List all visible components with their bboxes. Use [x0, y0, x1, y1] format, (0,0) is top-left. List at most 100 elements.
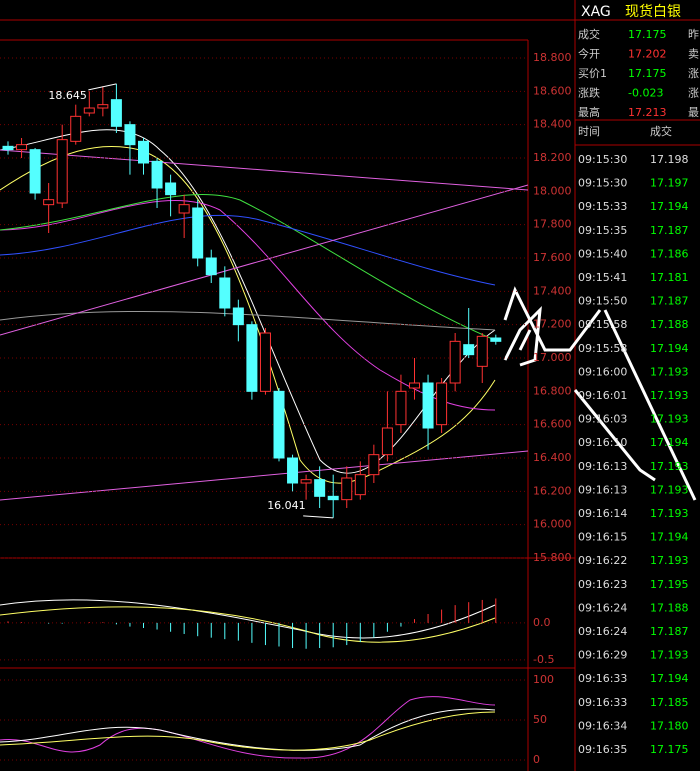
candle-body	[287, 457, 299, 484]
trade-price: 17.193	[650, 460, 689, 473]
trade-time: 09:16:01	[578, 389, 627, 402]
trade-time: 09:16:24	[578, 625, 627, 638]
quote-value: 17.175	[628, 28, 667, 41]
candle-body	[232, 307, 244, 326]
candle-body	[178, 204, 190, 214]
y-tick-label: -0.5	[533, 653, 554, 666]
trade-price: 17.193	[650, 389, 689, 402]
y-tick-label: 50	[533, 713, 547, 726]
trade-time: 09:16:33	[578, 696, 627, 709]
quote-extra: 卖	[688, 48, 699, 61]
instrument-name: 现货白银	[625, 3, 681, 20]
candle-body	[273, 390, 285, 459]
trade-time: 09:16:35	[578, 743, 627, 756]
quote-value: 17.202	[628, 48, 667, 61]
trade-price: 17.193	[650, 554, 689, 567]
y-tick-label: 16.400	[533, 451, 572, 464]
candle-body	[219, 277, 231, 309]
candle-body	[124, 124, 136, 146]
candle-body	[16, 144, 28, 151]
candle-body	[205, 257, 217, 276]
trade-time: 09:15:58	[578, 318, 627, 331]
trade-time: 09:15:40	[578, 247, 627, 260]
trade-time: 09:16:24	[578, 601, 627, 614]
candle-body	[70, 115, 82, 142]
quote-label: 成交	[578, 27, 600, 41]
trade-time: 09:16:14	[578, 507, 627, 520]
low-pointer	[303, 515, 334, 519]
trade-price: 17.198	[650, 153, 689, 166]
candle-body	[2, 145, 14, 151]
column-header: 成交	[650, 124, 672, 138]
candle-body	[246, 324, 258, 392]
quote-label: 最高	[578, 105, 600, 119]
candle-body	[56, 139, 68, 204]
quote-value: 17.213	[628, 106, 667, 119]
quote-extra: 涨	[688, 87, 699, 100]
trade-price: 17.193	[650, 649, 689, 662]
trade-price: 17.197	[650, 177, 689, 190]
candle-body	[381, 427, 393, 456]
trade-price: 17.194	[650, 342, 689, 355]
candle-body	[29, 149, 41, 194]
trade-time: 09:15:33	[578, 200, 627, 213]
trade-time: 09:15:30	[578, 153, 627, 166]
trade-price: 17.181	[650, 271, 689, 284]
quote-extra: 昨	[688, 28, 699, 41]
candle-body	[422, 382, 434, 429]
candle-body	[449, 340, 461, 384]
y-tick-label: 16.200	[533, 484, 572, 497]
trade-price: 17.193	[650, 483, 689, 496]
y-tick-label: 0	[533, 753, 540, 766]
y-tick-label: 16.600	[533, 418, 572, 431]
annotation-arrows	[503, 286, 697, 501]
trade-time: 09:16:33	[578, 672, 627, 685]
trade-price: 17.187	[650, 224, 689, 237]
trade-time: 09:16:00	[578, 365, 627, 378]
y-tick-label: 17.600	[533, 251, 572, 264]
trade-price: 17.186	[650, 247, 689, 260]
trade-price: 17.187	[650, 625, 689, 638]
y-tick-label: 16.800	[533, 384, 572, 397]
candle-body	[97, 104, 109, 109]
trade-price: 17.185	[650, 696, 689, 709]
candle-body	[409, 382, 420, 389]
candle-body	[395, 390, 407, 426]
trade-time: 09:16:23	[578, 578, 627, 591]
y-tick-label: 18.200	[533, 151, 572, 164]
candle-body	[83, 107, 95, 114]
trade-time: 09:16:13	[578, 460, 627, 473]
y-tick-label: 0.0	[533, 616, 551, 629]
y-tick-label: 18.800	[533, 51, 572, 64]
quote-label: 今开	[578, 47, 600, 61]
kdj-j	[0, 696, 496, 759]
candle-body	[436, 382, 448, 426]
quote-extra: 涨	[688, 67, 699, 80]
ma-line	[0, 193, 496, 341]
trade-time: 09:16:10	[578, 436, 627, 449]
y-tick-label: 17.400	[533, 284, 572, 297]
candle-body	[463, 344, 475, 356]
candle-body	[354, 474, 366, 496]
quote-label: 涨跌	[578, 86, 600, 100]
trade-price: 17.193	[650, 365, 689, 378]
candle-body	[300, 479, 312, 484]
ma-line	[0, 310, 496, 331]
trade-time: 09:16:34	[578, 719, 627, 732]
trade-price: 17.194	[650, 672, 689, 685]
trade-time: 09:16:29	[578, 649, 627, 662]
y-tick-label: 18.600	[533, 84, 572, 97]
quote-value: -0.023	[628, 87, 663, 100]
trade-price: 17.188	[650, 601, 689, 614]
quote-extra: 最	[688, 106, 699, 119]
candle-body	[165, 182, 177, 196]
trade-price: 17.194	[650, 436, 689, 449]
candle-body	[43, 199, 55, 206]
candle-body	[138, 140, 149, 164]
kdj-d	[0, 711, 496, 751]
low-label: 16.041	[267, 499, 306, 512]
y-tick-label: 18.400	[533, 118, 572, 131]
kdj-k	[0, 708, 496, 751]
high-label: 18.645	[48, 89, 87, 102]
